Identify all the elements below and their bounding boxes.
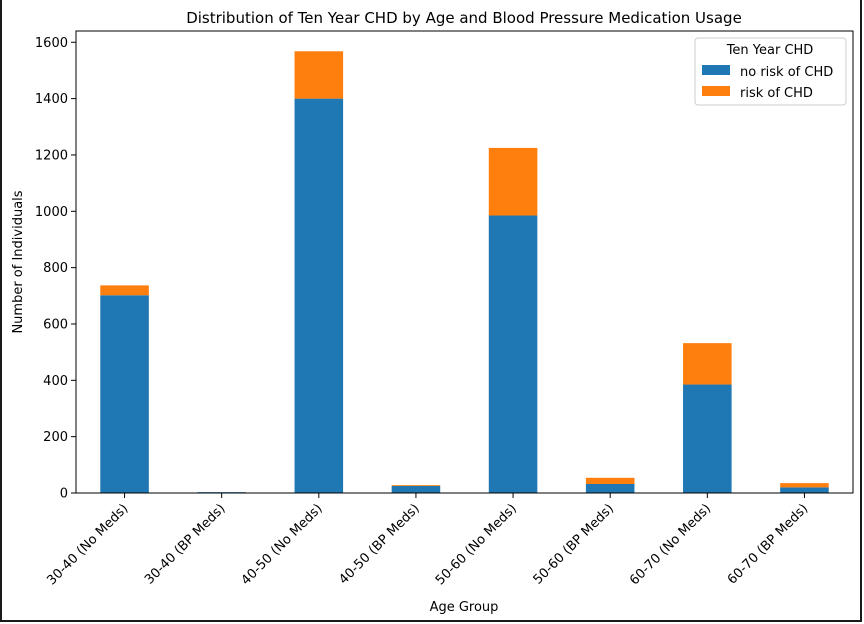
legend-label-no-risk: no risk of CHD — [740, 65, 833, 80]
bar-no-risk-5 — [585, 483, 635, 493]
x-tick-label: 50-60 (BP Meds) — [531, 501, 617, 587]
bar-risk-3 — [391, 485, 441, 486]
bar-risk-0 — [100, 285, 149, 296]
bar-no-risk-0 — [100, 295, 149, 493]
bar-risk-4 — [488, 147, 538, 216]
bar-risk-5 — [585, 477, 635, 484]
bar-risk-7 — [780, 483, 829, 488]
legend-label-risk: risk of CHD — [740, 86, 813, 101]
bar-risk-6 — [683, 343, 732, 385]
legend: Ten Year CHD no risk of CHD risk of CHD — [694, 37, 847, 106]
plot-area-frame — [75, 30, 854, 494]
y-axis-label: Number of Individuals — [11, 190, 26, 333]
x-tick-label: 60-70 (BP Meds) — [725, 501, 811, 587]
chart-title: Distribution of Ten Year CHD by Age and … — [186, 9, 742, 27]
x-axis: 30-40 (No Meds) 30-40 (BP Meds) 40-50 (No … — [44, 493, 811, 588]
x-tick-label: 40-50 (No Meds) — [239, 501, 326, 588]
x-tick-label: 30-40 (BP Meds) — [142, 501, 228, 587]
x-tick-label: 30-40 (No Meds) — [44, 501, 131, 588]
y-tick-label: 1600 — [35, 36, 68, 51]
bar-no-risk-6 — [683, 384, 732, 493]
legend-box — [694, 37, 847, 106]
y-tick-label: 1000 — [35, 205, 68, 220]
y-axis: 0 200 400 600 800 1000 1200 1400 1600 — [35, 36, 76, 502]
y-tick-label: 400 — [43, 374, 68, 389]
legend-swatch-no-risk — [702, 65, 730, 75]
x-axis-label: Age Group — [430, 600, 499, 615]
x-tick-label: 40-50 (BP Meds) — [336, 501, 422, 587]
y-tick-label: 1200 — [35, 148, 68, 163]
y-tick-label: 200 — [43, 430, 68, 445]
bar-risk-2 — [294, 51, 344, 99]
x-tick-label: 60-70 (No Meds) — [627, 501, 714, 588]
bar-no-risk-3 — [391, 485, 441, 493]
y-tick-label: 0 — [60, 487, 68, 502]
y-tick-label: 800 — [43, 261, 68, 276]
bar-no-risk-4 — [488, 215, 538, 493]
y-tick-label: 1400 — [35, 92, 68, 107]
bar-no-risk-7 — [780, 487, 829, 493]
bar-no-risk-2 — [294, 98, 344, 494]
legend-swatch-risk — [702, 86, 730, 96]
bars-layer — [100, 51, 829, 494]
x-tick-label: 50-60 (No Meds) — [433, 501, 520, 588]
y-tick-label: 600 — [43, 317, 68, 332]
legend-title: Ten Year CHD — [726, 43, 814, 58]
